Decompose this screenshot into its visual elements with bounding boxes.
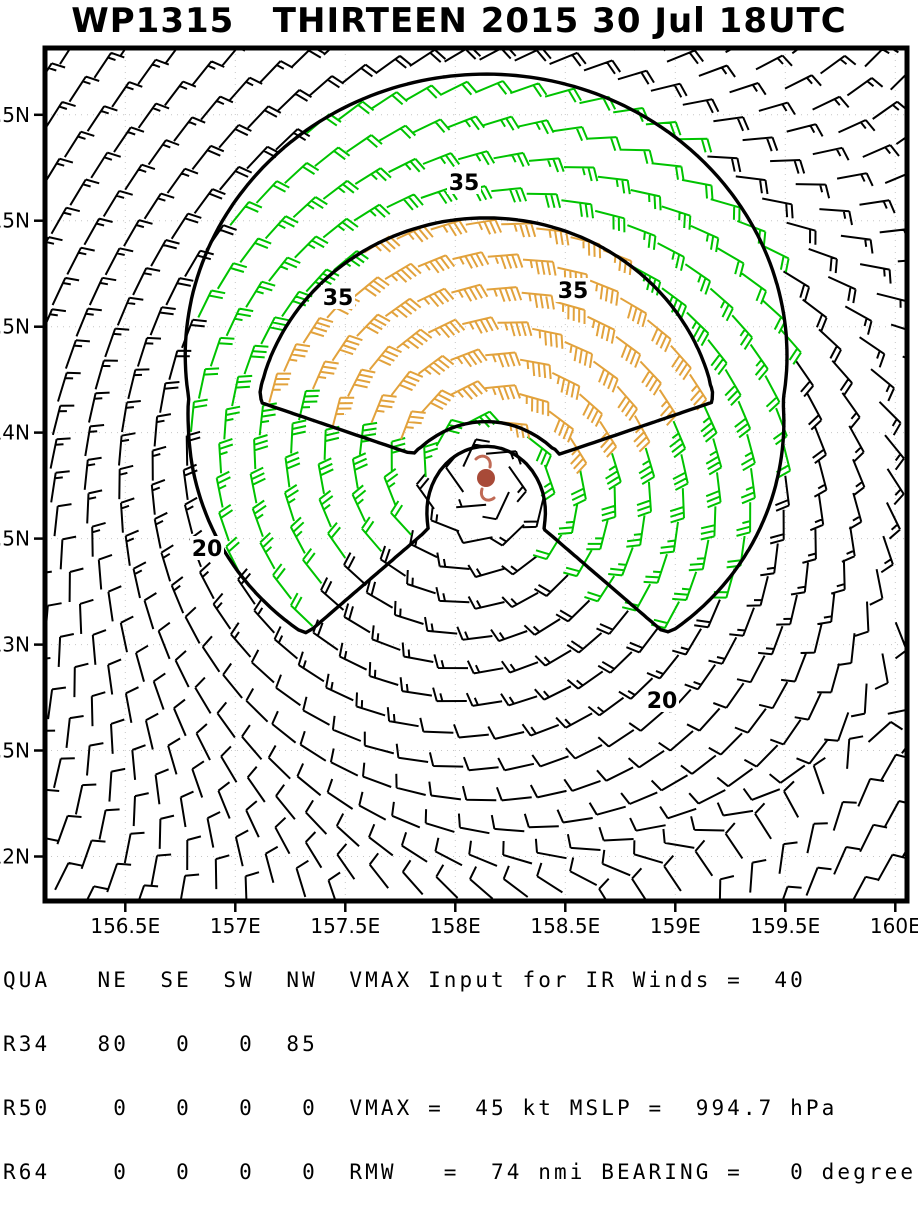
contour-label: 35	[558, 279, 589, 304]
lat-tick-label: 14.5N	[0, 315, 30, 339]
lon-tick-label: 160E	[870, 914, 918, 938]
axes: 156.5E 157E 157.5E 158E 158.5E 159E 159.5E 160E…	[0, 103, 918, 938]
wind-radii-r64-row: R64 0 0 0 0 RMW = 74 nmi BEARING = 0 deg…	[3, 1160, 918, 1185]
contour-label-mask	[447, 170, 481, 194]
lon-tick-label: 158E	[430, 914, 481, 938]
contour-label-mask	[645, 688, 679, 712]
contour-label: 35	[449, 171, 480, 196]
contour-35kt	[258, 216, 715, 456]
lat-tick-label: 15N	[0, 209, 30, 233]
wind-analysis-map: 35 35 35 20 20 156.5E 157E 157.5E 158E 158.5E 159E…	[0, 45, 918, 938]
wind-barbs	[190, 80, 802, 629]
lon-tick-label: 156.5E	[90, 914, 160, 938]
lat-tick-label: 14N	[0, 421, 30, 445]
contour-label-mask	[556, 278, 590, 302]
lon-tick-label: 157E	[210, 914, 261, 938]
contour-20kt	[183, 72, 789, 635]
wind-barbs	[46, 49, 906, 900]
lat-tick-label: 13.5N	[0, 527, 30, 551]
lon-tick-label: 159.5E	[750, 914, 820, 938]
contour-label: 20	[192, 537, 223, 562]
storm-stats-block: QUA NE SE SW NW VMAX Input for IR Winds …	[3, 927, 918, 1205]
cyclone-tail-top	[474, 454, 492, 469]
wind-barb-field	[46, 49, 906, 900]
wind-radii-r34-row: R34 80 0 0 85	[3, 1032, 318, 1057]
contour-labels: 35 35 35 20 20	[190, 170, 679, 714]
contour-label: 35	[323, 286, 354, 311]
wind-barbs	[268, 218, 708, 475]
lat-tick-label: 15.5N	[0, 103, 30, 127]
wind-radii-r50-row: R50 0 0 0 0 VMAX = 45 kt MSLP = 994.7 hP…	[3, 1096, 838, 1121]
contour-label-mask	[321, 285, 355, 309]
cyclone-tail-bottom	[479, 487, 496, 502]
wind-speed-contours	[183, 72, 789, 635]
cyclone-center-dot	[477, 469, 495, 487]
lat-tick-label: 13N	[0, 633, 30, 657]
storm-center-symbol	[474, 454, 496, 502]
wind-radii-header-row: QUA NE SE SW NW VMAX Input for IR Winds …	[3, 967, 806, 992]
lat-tick-label: 12N	[0, 845, 30, 869]
lon-tick-label: 159E	[650, 914, 701, 938]
contour-label-mask	[190, 536, 224, 560]
chart-title: WP1315 THIRTEEN 2015 30 Jul 18UTC	[71, 1, 847, 41]
lon-tick-label: 157.5E	[310, 914, 380, 938]
lon-tick-label: 158.5E	[530, 914, 600, 938]
contour-label: 20	[647, 689, 678, 714]
lat-tick-label: 12.5N	[0, 739, 30, 763]
map-border	[42, 45, 910, 904]
